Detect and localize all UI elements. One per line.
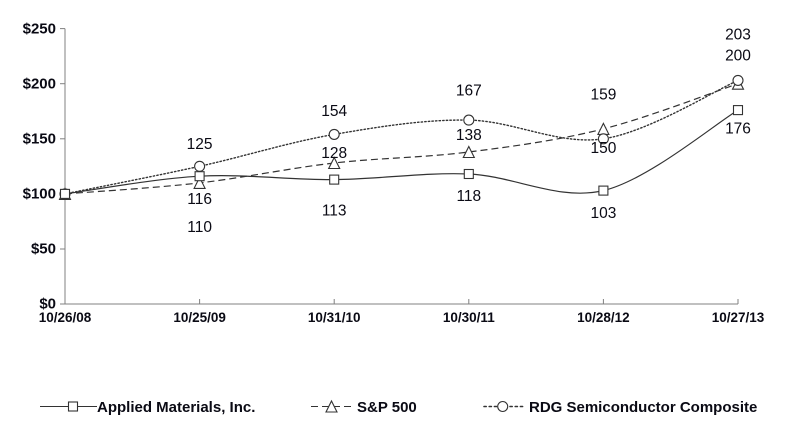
svg-text:$150: $150 (23, 131, 56, 148)
svg-text:154: 154 (321, 103, 347, 120)
svg-text:S&P 500: S&P 500 (357, 399, 417, 416)
svg-text:116: 116 (187, 191, 212, 208)
svg-text:$200: $200 (23, 76, 56, 93)
svg-text:10/31/10: 10/31/10 (308, 310, 361, 325)
svg-text:113: 113 (322, 202, 347, 219)
svg-text:103: 103 (590, 205, 616, 222)
svg-text:128: 128 (321, 145, 347, 162)
svg-text:10/27/13: 10/27/13 (712, 310, 765, 325)
svg-text:10/26/08: 10/26/08 (39, 310, 92, 325)
svg-text:150: 150 (590, 140, 616, 157)
svg-text:10/28/12: 10/28/12 (577, 310, 630, 325)
svg-text:$250: $250 (23, 21, 56, 38)
svg-text:118: 118 (456, 188, 481, 205)
svg-text:125: 125 (187, 136, 213, 153)
svg-text:167: 167 (456, 82, 482, 99)
svg-text:200: 200 (725, 48, 751, 65)
svg-text:Applied Materials, Inc.: Applied Materials, Inc. (97, 399, 255, 416)
svg-text:138: 138 (456, 127, 482, 144)
svg-text:10/25/09: 10/25/09 (173, 310, 226, 325)
svg-text:159: 159 (590, 87, 616, 104)
svg-text:110: 110 (187, 219, 212, 236)
svg-text:RDG Semiconductor Composite: RDG Semiconductor Composite (529, 399, 757, 416)
svg-text:$50: $50 (31, 241, 56, 258)
svg-text:10/30/11: 10/30/11 (443, 310, 495, 325)
svg-text:176: 176 (725, 121, 751, 138)
svg-text:$100: $100 (23, 186, 56, 203)
svg-text:203: 203 (725, 27, 751, 44)
